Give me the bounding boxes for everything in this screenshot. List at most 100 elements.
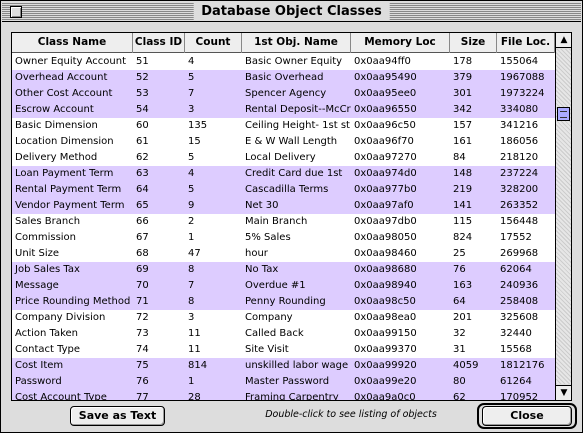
table-row[interactable]: Vendor Payment Term 65 9 Net 30 0x0aa97af0 14…	[12, 198, 555, 214]
table-cell: 75	[136, 360, 149, 371]
table-cell: 0x0aa98050	[354, 232, 417, 243]
table-cell: Delivery Method	[15, 152, 98, 163]
table-cell: 1812176	[500, 360, 545, 371]
table-row[interactable]: Unit Size 68 47 hour 0x0aa98460 25 269968	[12, 246, 555, 262]
table-cell: 1	[188, 376, 195, 387]
scroll-thumb[interactable]	[557, 107, 570, 121]
table-cell: unskilled labor wage	[245, 360, 349, 371]
table-cell: 8	[188, 296, 195, 307]
column-header[interactable]: Class Name	[12, 33, 133, 53]
table-row[interactable]: Action Taken 73 11 Called Back 0x0aa99150 32 3…	[12, 326, 555, 342]
close-box-icon[interactable]	[10, 6, 22, 18]
table-cell: Company	[245, 312, 293, 323]
table-row[interactable]: Message 70 7 Overdue #1 0x0aa98940 163 240936	[12, 278, 555, 294]
table-row[interactable]: Cost Item 75 814 unskilled labor wage 0x0aa9…	[12, 358, 555, 374]
table-cell: 141	[453, 200, 473, 211]
table-cell: 237224	[500, 168, 539, 179]
scroll-track[interactable]	[556, 49, 571, 384]
table-row[interactable]: Cost Account Type 77 28 Framing Carpentry 0x…	[12, 390, 555, 400]
table-cell: 0x0aa94ff0	[354, 56, 411, 67]
table-cell: Escrow Account	[15, 104, 94, 115]
table-cell: 65	[136, 200, 149, 211]
table-cell: 3	[188, 104, 195, 115]
table-cell: 4	[188, 56, 195, 67]
table-cell: 148	[453, 168, 473, 179]
table-cell: 17552	[500, 232, 532, 243]
table-cell: Location Dimension	[15, 136, 114, 147]
table-cell: 0x0aa977b0	[354, 184, 417, 195]
table-cell: 0x0aa974d0	[354, 168, 417, 179]
scroll-down-arrow-icon[interactable]: ▼	[556, 385, 571, 400]
table-cell: Sales Branch	[15, 216, 81, 227]
table-cell: Job Sales Tax	[15, 264, 80, 275]
table-cell: Spencer Agency	[245, 88, 327, 99]
table-cell: Loan Payment Term	[15, 168, 114, 179]
title-bar[interactable]: Database Object Classes	[2, 2, 581, 22]
column-header[interactable]: Class ID	[133, 33, 185, 53]
table-row[interactable]: Location Dimension 61 15 E & W Wall Length 0…	[12, 134, 555, 150]
save-as-text-button[interactable]: Save as Text	[70, 406, 165, 426]
table-row[interactable]: Job Sales Tax 69 8 No Tax 0x0aa98680 76 62064	[12, 262, 555, 278]
table-cell: 62	[453, 392, 466, 400]
table-cell: 2	[188, 216, 195, 227]
table-cell: Local Delivery	[245, 152, 316, 163]
table-cell: 258408	[500, 296, 539, 307]
table-cell: Main Branch	[245, 216, 308, 227]
table-cell: Cost Item	[15, 360, 64, 371]
table-cell: Password	[15, 376, 62, 387]
table-cell: 62	[136, 152, 149, 163]
table-row[interactable]: Owner Equity Account 51 4 Basic Owner Equit…	[12, 54, 555, 70]
table-cell: 64	[136, 184, 149, 195]
table-cell: 70	[136, 280, 149, 291]
table-row[interactable]: Overhead Account 52 5 Basic Overhead 0x0aa95…	[12, 70, 555, 86]
table-cell: Credit Card due 1st	[245, 168, 343, 179]
table-cell: 328200	[500, 184, 539, 195]
table-cell: Message	[15, 280, 59, 291]
table-row[interactable]: Password 76 1 Master Password 0x0aa99e20 80 61…	[12, 374, 555, 390]
table-cell: 8	[188, 264, 195, 275]
table-row[interactable]: Commission 67 1 5% Sales 0x0aa98050 824 17552	[12, 230, 555, 246]
table-row[interactable]: Rental Payment Term 64 5 Cascadilla Terms 0x…	[12, 182, 555, 198]
table-cell: No Tax	[245, 264, 279, 275]
table-cell: 5	[188, 72, 195, 83]
column-header[interactable]: Size	[450, 33, 497, 53]
scroll-up-arrow-icon[interactable]: ▲	[556, 33, 571, 48]
table-frame: Class Name Class ID Count 1st Obj. Name Memo…	[11, 32, 572, 401]
table-cell: 325608	[500, 312, 539, 323]
table-cell: Penny Rounding	[245, 296, 326, 307]
table-cell: Basic Owner Equity	[245, 56, 343, 67]
table-cell: 263352	[500, 200, 539, 211]
table-cell: 157	[453, 120, 473, 131]
table-row[interactable]: Price Rounding Method 71 8 Penny Rounding 0x…	[12, 294, 555, 310]
table-row[interactable]: Delivery Method 62 5 Local Delivery 0x0aa972…	[12, 150, 555, 166]
table-cell: 269968	[500, 248, 539, 259]
hint-text: Double-click to see listing of objects	[265, 409, 437, 420]
close-button[interactable]: Close	[482, 406, 572, 426]
column-header[interactable]: Memory Loc	[351, 33, 450, 53]
column-header[interactable]: 1st Obj. Name	[242, 33, 351, 53]
table-cell: 4059	[453, 360, 479, 371]
table-cell: 240936	[500, 280, 539, 291]
column-header[interactable]: File Loc.	[497, 33, 555, 53]
table-cell: Framing Carpentry	[245, 392, 339, 400]
table-cell: 1967088	[500, 72, 545, 83]
table-cell: Overdue #1	[245, 280, 306, 291]
table-cell: hour	[245, 248, 268, 259]
table-row[interactable]: Sales Branch 66 2 Main Branch 0x0aa97db0 115 1…	[12, 214, 555, 230]
table-row[interactable]: Escrow Account 54 3 Rental Deposit--McCree 0…	[12, 102, 555, 118]
table-row[interactable]: Contact Type 74 11 Site Visit 0x0aa99370 31 15…	[12, 342, 555, 358]
table-cell: Basic Dimension	[15, 120, 98, 131]
table-row[interactable]: Other Cost Account 53 7 Spencer Agency 0x0aa…	[12, 86, 555, 102]
table-cell: 814	[188, 360, 208, 371]
table-cell: Cost Account Type	[15, 392, 107, 400]
table-cell: Contact Type	[15, 344, 81, 355]
table-row[interactable]: Company Division 72 3 Company 0x0aa98ea0 201 3…	[12, 310, 555, 326]
table-cell: Other Cost Account	[15, 88, 113, 99]
table-row[interactable]: Basic Dimension 60 135 Ceiling Height- 1st …	[12, 118, 555, 134]
table-cell: E & W Wall Length	[245, 136, 338, 147]
column-header[interactable]: Count	[185, 33, 242, 53]
table-row[interactable]: Loan Payment Term 63 4 Credit Card due 1st 0…	[12, 166, 555, 182]
table-cell: Action Taken	[15, 328, 79, 339]
table-cell: Price Rounding Method	[15, 296, 131, 307]
vertical-scrollbar[interactable]: ▲ ▼	[555, 33, 571, 400]
